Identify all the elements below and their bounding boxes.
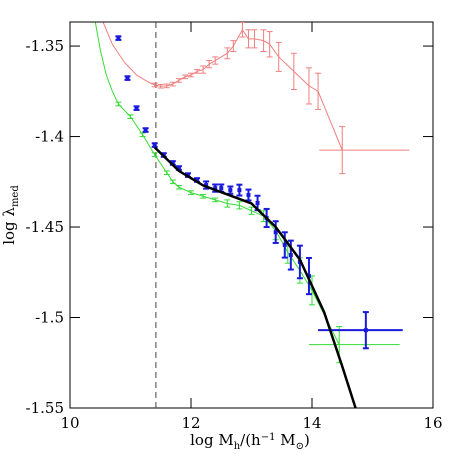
point <box>228 188 233 193</box>
x-tick-label: 14 <box>302 414 321 432</box>
point <box>246 193 251 198</box>
y-tick-label: -1.55 <box>26 399 64 417</box>
x-label-part: ⊙ <box>296 441 304 452</box>
point <box>152 143 157 148</box>
x-tick-label: 16 <box>423 414 442 432</box>
point <box>143 128 148 133</box>
point <box>195 177 200 182</box>
y-tick-label: -1.35 <box>26 37 64 55</box>
y-label-part: log λ <box>0 207 18 245</box>
y-tick-label: -1.45 <box>26 218 64 236</box>
point <box>125 76 130 81</box>
point <box>176 166 181 171</box>
point <box>213 186 218 191</box>
y-tick-label: -1.5 <box>35 309 64 327</box>
y-tick-label: -1.4 <box>35 128 64 146</box>
x-label-part: log M <box>190 431 234 449</box>
y-label-part: med <box>10 185 21 207</box>
x-label-part: −1 <box>261 432 276 443</box>
point <box>273 230 278 235</box>
point <box>255 200 260 205</box>
y-axis-label: log λmed <box>0 185 21 245</box>
x-tick-label: 10 <box>60 414 79 432</box>
x-tick-label: 12 <box>181 414 200 432</box>
x-axis-label: log Mh/(h−1 M⊙) <box>190 431 310 452</box>
point <box>306 274 311 279</box>
series-line <box>102 22 343 151</box>
x-label-part: h <box>234 441 241 452</box>
point <box>204 183 209 188</box>
plot-frame <box>69 21 434 409</box>
point <box>134 106 139 111</box>
point <box>116 36 121 41</box>
x-label-part: M <box>275 431 295 449</box>
series-line <box>153 146 357 408</box>
point <box>288 253 293 258</box>
point <box>170 160 175 165</box>
x-label-part: ) <box>304 431 310 449</box>
point <box>363 328 368 333</box>
point <box>219 186 224 191</box>
point <box>282 242 287 247</box>
point <box>237 188 242 193</box>
x-label-part: /(h <box>240 431 261 449</box>
